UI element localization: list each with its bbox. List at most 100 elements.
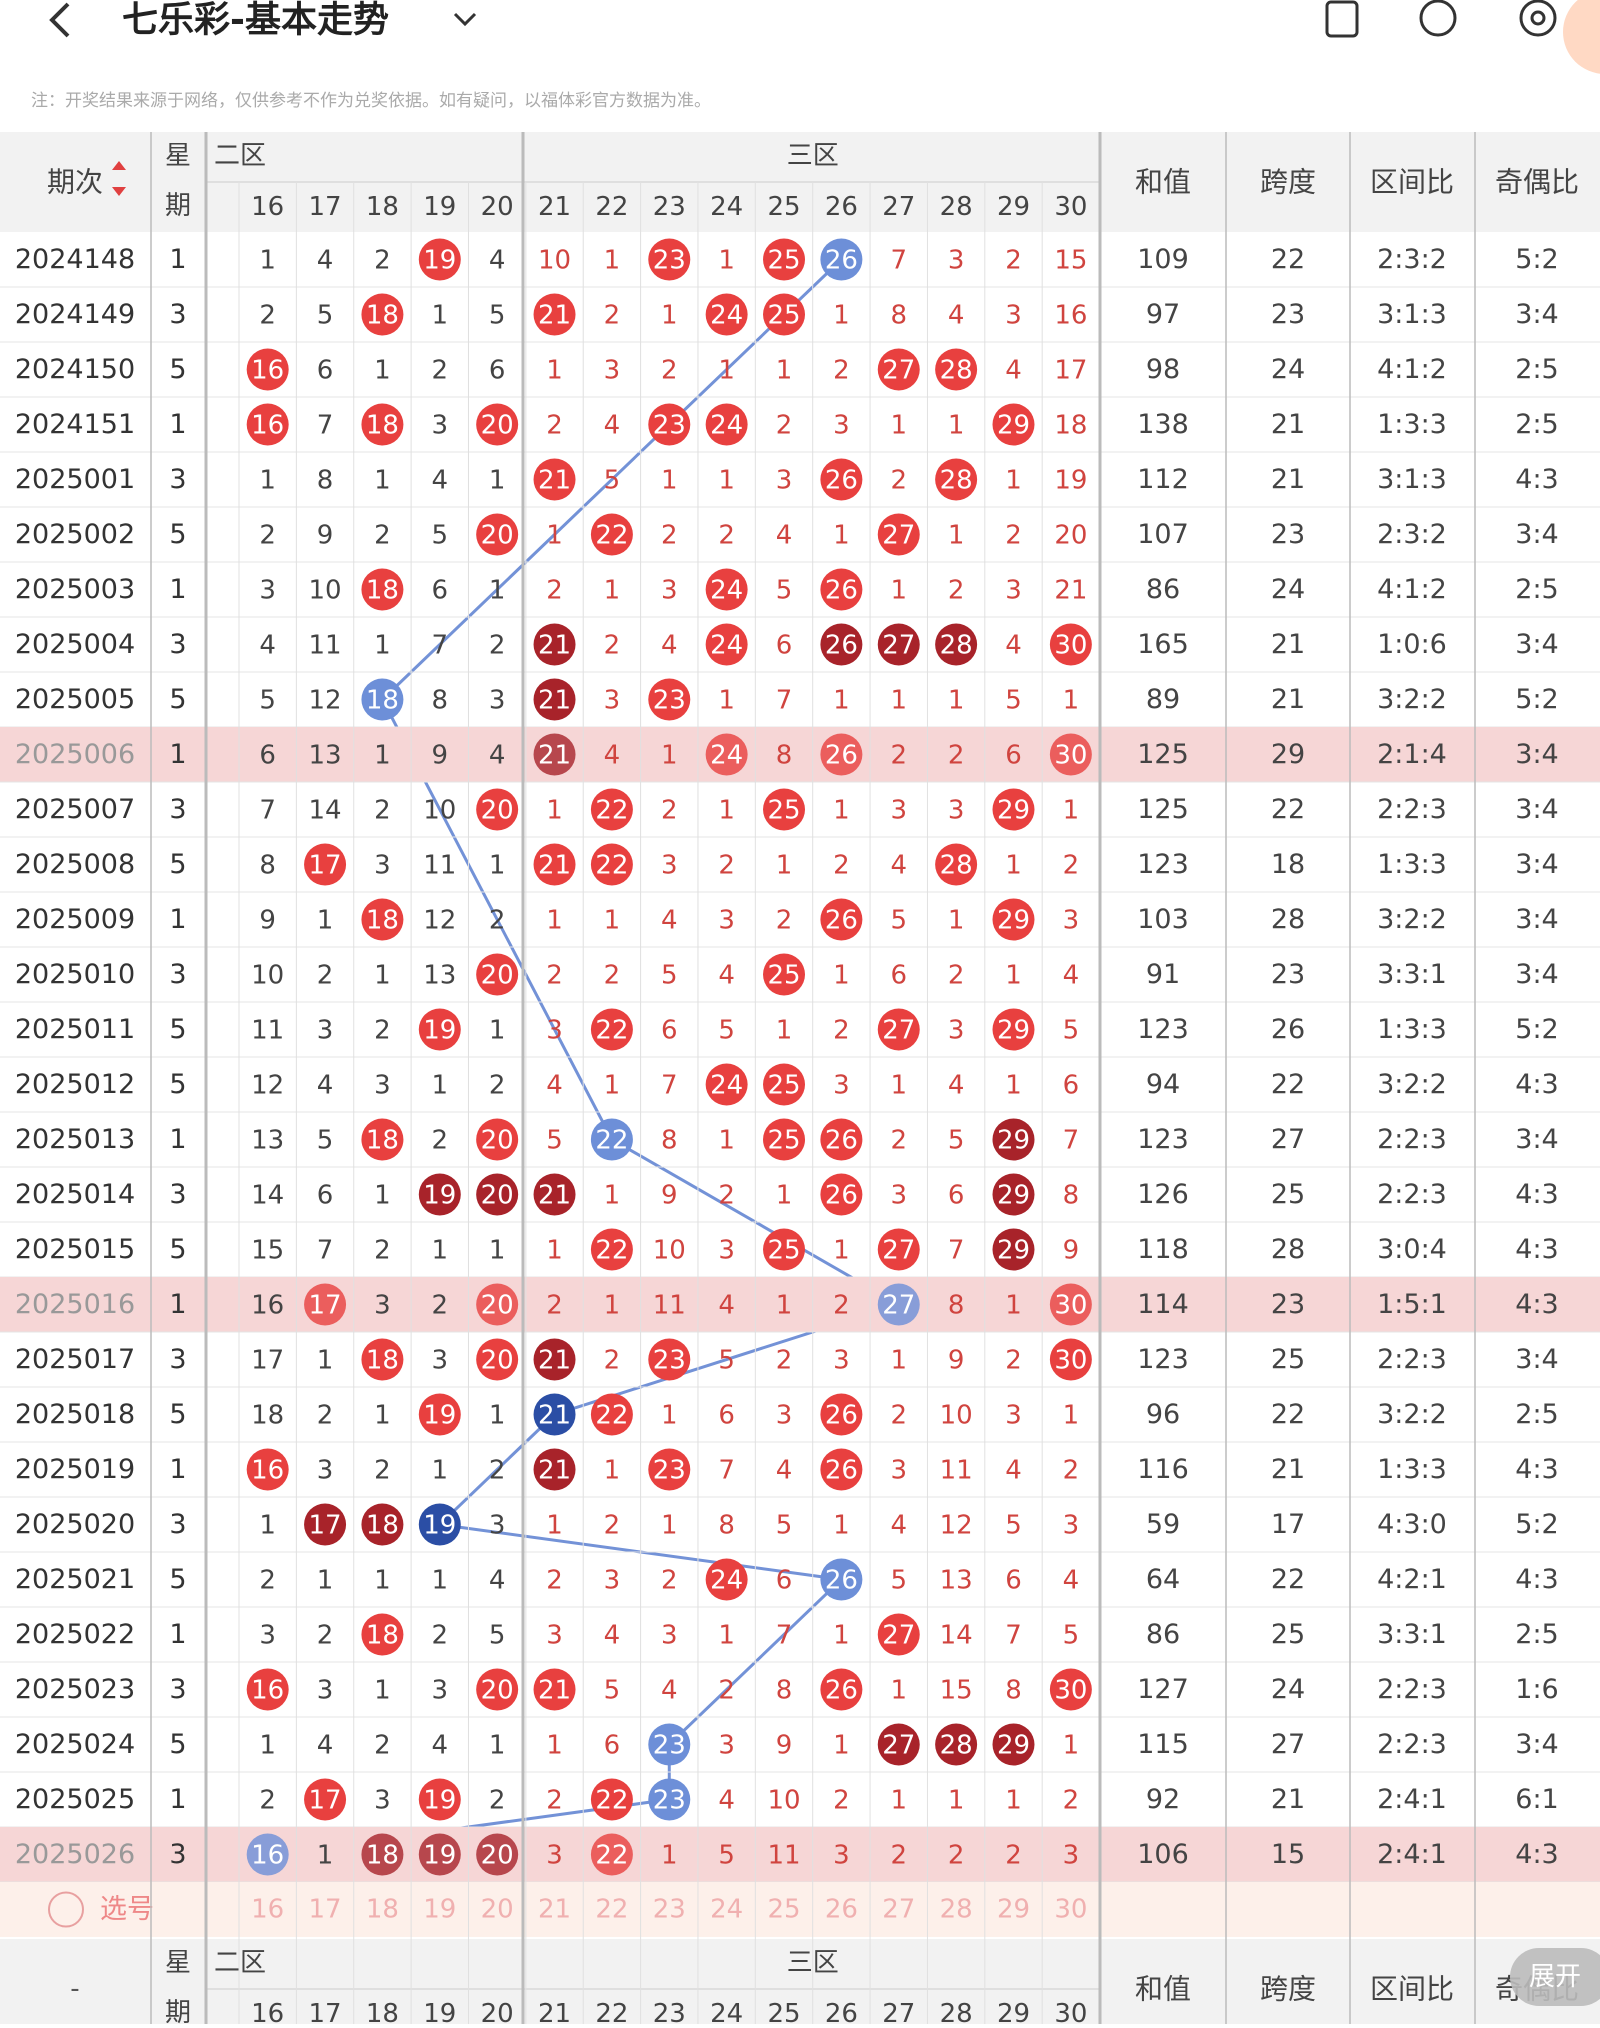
- select-number[interactable]: 30: [1054, 1895, 1087, 1925]
- select-number[interactable]: 21: [538, 1895, 571, 1925]
- miss-count: 2: [833, 851, 850, 881]
- ball-number: 20: [481, 1841, 514, 1871]
- zone-ratio: 3:2:2: [1377, 1399, 1447, 1430]
- select-number[interactable]: 19: [423, 1895, 456, 1925]
- weekday: 1: [169, 1454, 186, 1485]
- expand-button[interactable]: [1510, 1948, 1600, 2006]
- select-number[interactable]: 29: [997, 1895, 1030, 1925]
- select-number[interactable]: 23: [653, 1895, 686, 1925]
- ball: [361, 1613, 404, 1656]
- ball: [877, 1283, 920, 1326]
- parity-ratio: 3:4: [1515, 519, 1558, 550]
- zone-ratio: 4:3:0: [1377, 1509, 1447, 1540]
- select-label[interactable]: 选号: [100, 1894, 154, 1925]
- miss-count: 3: [604, 1566, 621, 1596]
- ball: [992, 788, 1035, 831]
- select-number[interactable]: 17: [309, 1895, 342, 1925]
- miss-count: 1: [833, 521, 850, 551]
- icon-device[interactable]: [1325, 0, 1359, 38]
- number-header: 30: [1054, 1999, 1087, 2024]
- expand-label[interactable]: 展开: [1529, 1962, 1581, 1992]
- miss-count: 2: [546, 961, 563, 991]
- ball-number: 25: [767, 301, 800, 331]
- zone-ratio: 2:2:3: [1377, 1124, 1447, 1155]
- miss-count: 11: [251, 1016, 284, 1046]
- parity-ratio: 3:4: [1515, 849, 1558, 880]
- ball: [705, 1063, 748, 1106]
- miss-count: 2: [718, 521, 735, 551]
- select-number[interactable]: 27: [882, 1895, 915, 1925]
- ball: [935, 458, 978, 501]
- miss-count: 1: [776, 1181, 793, 1211]
- select-number[interactable]: 20: [481, 1895, 514, 1925]
- miss-count: 3: [718, 1236, 735, 1266]
- miss-count: 5: [890, 906, 907, 936]
- ball: [590, 843, 633, 886]
- parity-ratio: 2:5: [1515, 1619, 1558, 1650]
- miss-count: 8: [890, 301, 907, 331]
- miss-count: 5: [259, 686, 276, 716]
- ball-number: 19: [423, 1016, 456, 1046]
- select-number[interactable]: 18: [366, 1895, 399, 1925]
- period: 2025002: [15, 519, 135, 550]
- parity-ratio: 2:5: [1515, 574, 1558, 605]
- miss-count: 6: [604, 1731, 621, 1761]
- miss-count: 2: [1063, 851, 1080, 881]
- select-number[interactable]: 26: [825, 1895, 858, 1925]
- ball-number: 17: [309, 1291, 342, 1321]
- miss-count: 1: [546, 796, 563, 826]
- sort-icon[interactable]: [112, 161, 126, 196]
- miss-count: 3: [317, 1016, 334, 1046]
- title-dropdown[interactable]: [453, 12, 477, 27]
- weekday: 5: [169, 1564, 186, 1595]
- miss-count: 1: [776, 1291, 793, 1321]
- back-button[interactable]: [49, 2, 70, 38]
- ball-number: 20: [481, 796, 514, 826]
- zone-ratio: 2:2:3: [1377, 1674, 1447, 1705]
- miss-count: 3: [489, 1511, 506, 1541]
- icon-settings[interactable]: [1519, 0, 1557, 37]
- span: 21: [1271, 464, 1305, 495]
- parity-ratio: 3:4: [1515, 1729, 1558, 1760]
- ball-number: 25: [767, 796, 800, 826]
- miss-count: 8: [1063, 1181, 1080, 1211]
- ball-number: 26: [825, 741, 858, 771]
- ball: [820, 1668, 863, 1711]
- miss-count: 1: [489, 576, 506, 606]
- ball: [590, 1778, 633, 1821]
- miss-count: 3: [833, 1841, 850, 1871]
- ball-number: 20: [481, 1126, 514, 1156]
- ball-number: 29: [997, 1731, 1030, 1761]
- ball: [533, 678, 576, 721]
- zone-ratio: 2:3:2: [1377, 244, 1447, 275]
- avatar[interactable]: [1563, 0, 1600, 74]
- select-number[interactable]: 25: [767, 1895, 800, 1925]
- miss-count: 1: [489, 1236, 506, 1266]
- number-header: 22: [595, 1999, 628, 2024]
- ball-number: 28: [940, 631, 973, 661]
- ball-number: 29: [997, 411, 1030, 441]
- select-number[interactable]: 28: [940, 1895, 973, 1925]
- miss-count: 1: [546, 521, 563, 551]
- zone-ratio: 2:4:1: [1377, 1839, 1447, 1870]
- weekday: 5: [169, 354, 186, 385]
- miss-count: 1: [833, 1621, 850, 1651]
- ball-number: 20: [481, 1676, 514, 1706]
- miss-count: 1: [948, 1786, 965, 1816]
- miss-count: 6: [890, 961, 907, 991]
- select-number[interactable]: 22: [595, 1895, 628, 1925]
- select-radio[interactable]: [48, 1891, 84, 1928]
- period: 2025018: [15, 1399, 135, 1430]
- icon-share[interactable]: [1419, 0, 1457, 37]
- ball: [304, 1778, 347, 1821]
- select-number[interactable]: 16: [251, 1895, 284, 1925]
- ball: [820, 898, 863, 941]
- select-number[interactable]: 24: [710, 1895, 743, 1925]
- miss-count: 3: [374, 1071, 391, 1101]
- ball: [992, 1228, 1035, 1271]
- ball: [361, 1118, 404, 1161]
- ball: [304, 1503, 347, 1546]
- ball-number: 23: [653, 411, 686, 441]
- miss-count: 2: [374, 1731, 391, 1761]
- miss-count: 1: [1005, 851, 1022, 881]
